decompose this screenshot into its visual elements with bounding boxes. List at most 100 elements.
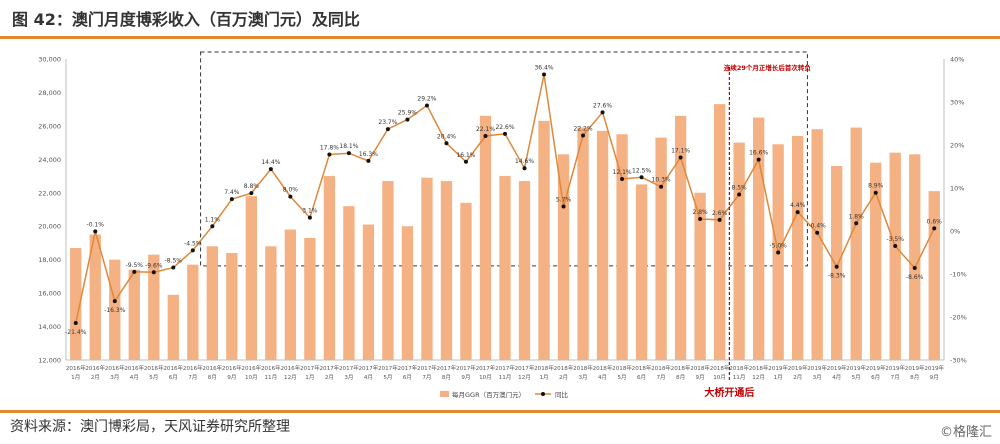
x-tick-year: 2016年: [144, 364, 164, 372]
x-tick-year: 2018年: [651, 364, 671, 372]
y-right-tick-label: 20%: [950, 142, 964, 150]
point-yoy: [600, 110, 605, 115]
data-label-yoy: 22.2%: [574, 126, 593, 133]
chart-title: 图 42：澳门月度博彩收入（百万澳门元）及同比: [12, 10, 360, 29]
bar-ggr: [284, 229, 297, 360]
bar-ggr: [382, 181, 394, 360]
x-tick-month: 6月: [169, 374, 178, 381]
x-tick-month: 9月: [930, 374, 939, 381]
bar-ggr: [304, 237, 316, 360]
x-tick-year: 2019年: [768, 364, 788, 372]
x-tick-month: 9月: [227, 374, 236, 381]
x-tick-year: 2018年: [554, 364, 574, 372]
bar-ggr: [674, 115, 687, 360]
data-label-yoy: 2.8%: [692, 209, 708, 216]
data-label-yoy: 18.1%: [339, 143, 358, 150]
bar-ggr: [343, 206, 355, 360]
x-tick-month: 5月: [383, 374, 392, 381]
y-right-tick-label: 0%: [950, 228, 960, 236]
data-label-yoy: 29.2%: [417, 95, 436, 102]
x-tick-year: 2017年: [359, 364, 379, 372]
source-note: 资料来源：澳门博彩局，天风证券研究所整理: [10, 419, 290, 435]
x-tick-month: 7月: [188, 374, 197, 381]
x-tick-month: 12月: [752, 374, 765, 381]
legend: 每月GGR（百万澳门元） 同比: [440, 390, 569, 399]
y-right-tick-label: -20%: [950, 314, 967, 322]
point-yoy: [717, 217, 722, 222]
data-label-yoy: 12.1%: [613, 169, 632, 176]
bar-ggr: [850, 127, 862, 360]
data-label-yoy: 14.6%: [515, 158, 534, 165]
x-tick-month: 3月: [344, 374, 353, 381]
point-yoy: [678, 155, 683, 160]
data-label-yoy: 5.7%: [556, 196, 572, 203]
bar-ggr: [538, 120, 550, 360]
x-tick-year: 2018年: [573, 364, 593, 372]
bar-ggr: [187, 264, 199, 360]
data-label-yoy: -8.6%: [906, 274, 924, 281]
data-label-yoy: -8.3%: [828, 273, 846, 280]
x-tick-month: 8月: [676, 374, 685, 381]
bar-ggr: [713, 104, 726, 361]
x-tick-year: 2018年: [749, 364, 769, 372]
data-label-yoy: -3.5%: [887, 236, 905, 243]
bar-ggr: [792, 135, 804, 360]
x-tick-year: 2016年: [280, 364, 300, 372]
y-left-tick-label: 24,000: [38, 156, 61, 164]
bar-ggr: [167, 294, 179, 360]
point-yoy: [171, 265, 176, 270]
x-tick-month: 12月: [518, 374, 531, 381]
x-tick-year: 2018年: [671, 364, 691, 372]
y-left-tick-label: 14,000: [38, 323, 61, 331]
data-label-yoy: -21.4%: [65, 329, 87, 336]
y-right-tick-label: 10%: [950, 185, 964, 193]
x-tick-year: 2016年: [66, 364, 86, 372]
bar-ggr: [70, 247, 82, 360]
point-yoy: [620, 176, 625, 181]
x-tick-month: 8月: [910, 374, 919, 381]
x-tick-month: 6月: [403, 374, 412, 381]
bar-ggr: [362, 224, 375, 360]
legend-line-dot: [541, 392, 545, 396]
data-label-yoy: -5.0%: [769, 243, 787, 250]
point-yoy: [132, 269, 137, 274]
x-tick-year: 2016年: [163, 364, 183, 372]
bar-ggr: [577, 127, 589, 360]
bar-ggr: [265, 246, 277, 360]
x-tick-month: 7月: [891, 374, 900, 381]
bar-ggr: [733, 142, 745, 360]
y-right-tick-label: 30%: [950, 99, 964, 107]
bar-ggr: [89, 234, 101, 360]
bar-ggr: [655, 137, 667, 360]
x-tick-month: 8月: [442, 374, 451, 381]
x-tick-month: 9月: [461, 374, 470, 381]
highlight-box: [200, 51, 808, 267]
x-tick-year: 2019年: [827, 364, 847, 372]
point-yoy: [483, 133, 488, 138]
legend-bar-swatch: [440, 391, 449, 397]
point-yoy: [542, 72, 547, 77]
bar-ggr: [440, 181, 453, 360]
x-tick-year: 2019年: [807, 364, 827, 372]
x-tick-month: 2月: [325, 374, 334, 381]
x-tick-month: 1月: [71, 374, 80, 381]
bar-ggr: [909, 154, 921, 360]
x-tick-year: 2018年: [632, 364, 652, 372]
point-yoy: [776, 250, 781, 255]
x-tick-year: 2018年: [593, 364, 613, 372]
point-yoy: [190, 248, 195, 253]
x-tick-year: 2019年: [788, 364, 808, 372]
point-yoy: [503, 131, 507, 136]
point-yoy: [561, 204, 566, 209]
bar-ggr: [831, 166, 843, 360]
x-tick-month: 6月: [871, 374, 880, 381]
x-tick-year: 2016年: [183, 364, 203, 372]
bar-ggr: [479, 115, 492, 360]
x-tick-year: 2017年: [437, 364, 457, 372]
point-yoy: [385, 127, 390, 132]
y-left-tick-label: 26,000: [38, 122, 61, 130]
x-tick-month: 3月: [578, 374, 587, 381]
legend-line-label: 同比: [555, 390, 569, 399]
data-label-yoy: 0.6%: [927, 218, 943, 225]
data-label-yoy: 8.8%: [244, 183, 260, 190]
